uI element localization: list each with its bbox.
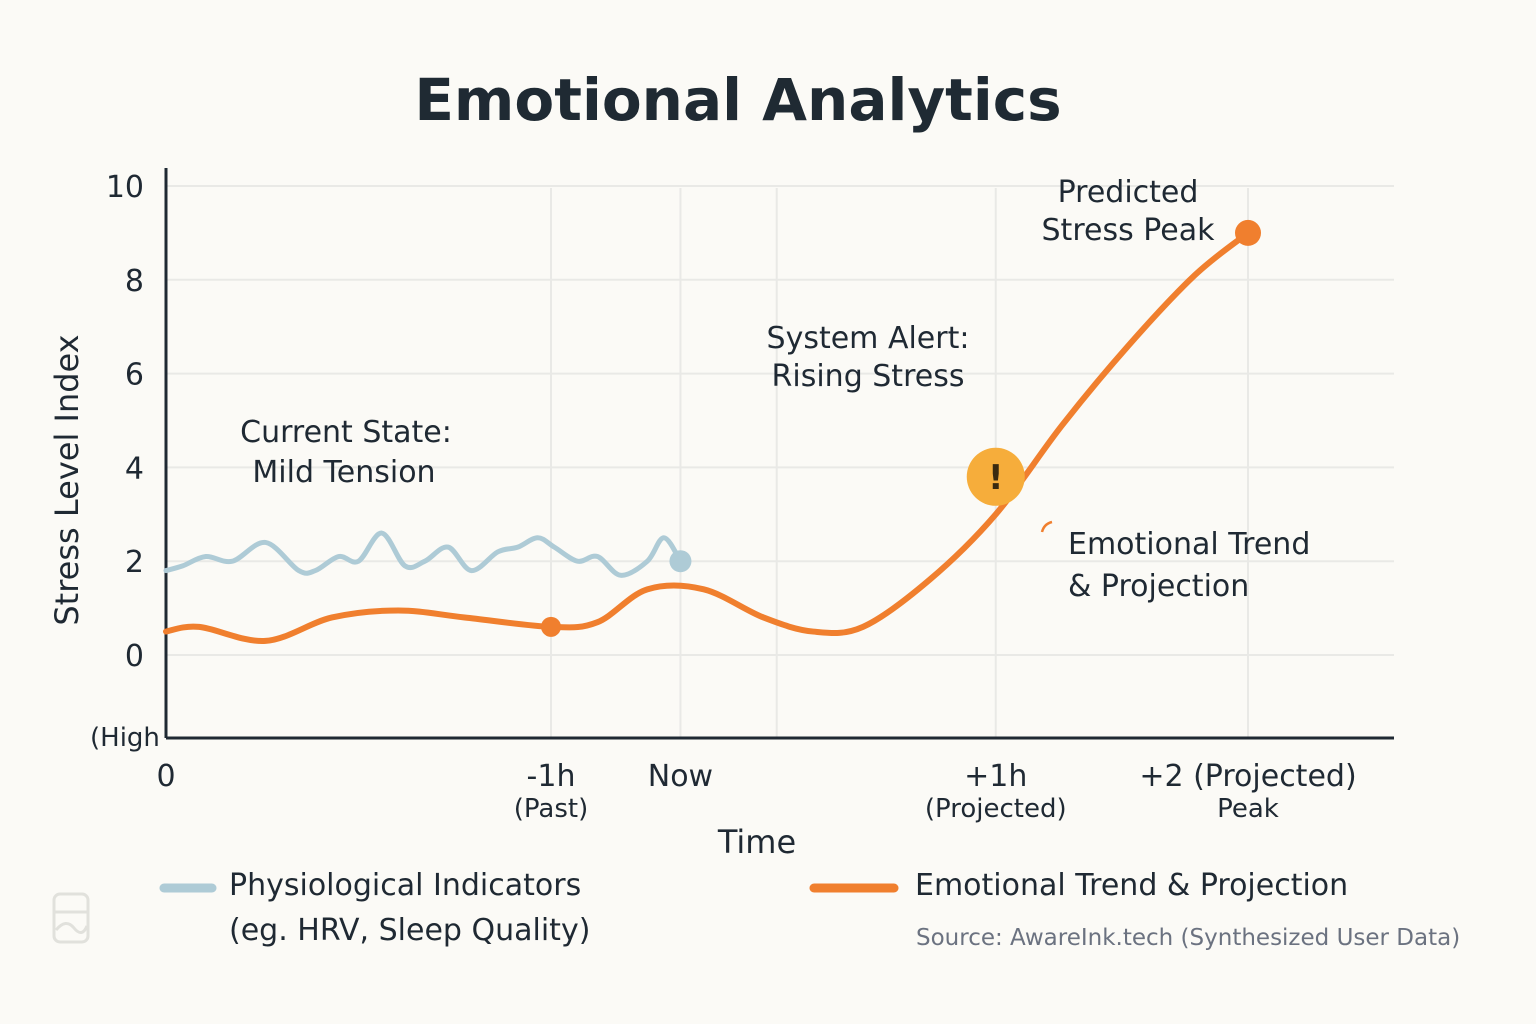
y-extra-label: (High <box>90 723 160 753</box>
x-tick-label: Now <box>648 759 713 794</box>
series-line-0 <box>163 530 683 578</box>
data-point-marker <box>669 550 692 573</box>
x-tick-label: +1h <box>964 759 1027 794</box>
y-tick-label: 10 <box>106 170 144 205</box>
annotation-line: Current State: <box>240 415 452 450</box>
annotation-line: & Projection <box>1068 569 1249 604</box>
legend-label-physiological: Physiological Indicators <box>229 868 581 903</box>
annotation-system-alert: System Alert: Rising Stress <box>767 321 970 394</box>
annotation-line: Stress Peak <box>1042 213 1216 248</box>
annotation-line: Predicted <box>1058 175 1199 210</box>
chart-icon-frame <box>52 892 90 944</box>
annotation-line: System Alert: <box>767 321 970 356</box>
x-tick-sublabel: (Past) <box>514 794 588 824</box>
chart-icon-wave <box>54 922 89 934</box>
x-tick-sublabel: Peak <box>1217 794 1279 824</box>
annotation-emotional-trend: Emotional Trend & Projection <box>1040 520 1310 604</box>
grid <box>166 185 1394 738</box>
annotation-pointer <box>1040 520 1053 533</box>
y-tick-label: 2 <box>125 545 144 580</box>
data-point-marker <box>541 616 562 637</box>
source-note: Source: AwareInk.tech (Synthesized User … <box>916 925 1460 951</box>
x-tick-label: +2 (Projected) <box>1139 759 1356 794</box>
alert-exclamation-icon: ! <box>988 458 1004 498</box>
y-axis-label: Stress Level Index <box>48 334 86 625</box>
legend-label-emotional: Emotional Trend & Projection <box>915 868 1348 903</box>
x-axis-label: Time <box>717 823 796 861</box>
chart-icon <box>52 892 90 944</box>
alert-marker: ! <box>966 447 1025 506</box>
annotation-line: Mild Tension <box>252 455 435 490</box>
x-tick-sublabel: (Projected) <box>925 794 1067 824</box>
chart-title: Emotional Analytics <box>414 66 1061 134</box>
x-tick-labels: 0 -1h(Past) Now +1h(Projected) +2 (Projected… <box>156 759 1356 824</box>
y-tick-label: 4 <box>125 451 144 486</box>
y-tick-label: 6 <box>125 358 144 393</box>
legend-sublabel-physiological: (eg. HRV, Sleep Quality) <box>229 913 590 948</box>
series-line-1 <box>163 229 1251 644</box>
data-point-marker <box>1235 219 1261 246</box>
y-tick-label: 8 <box>125 264 144 299</box>
alert-circle <box>966 447 1025 506</box>
annotation-predicted-peak: Predicted Stress Peak <box>1042 175 1216 248</box>
annotation-line: Rising Stress <box>772 359 965 394</box>
annotation-current-state: Current State: Mild Tension <box>240 415 452 490</box>
legend: Physiological Indicators (eg. HRV, Sleep… <box>159 868 1348 948</box>
series <box>163 229 1251 644</box>
y-tick-labels: 10 8 6 4 2 0 <box>106 170 144 674</box>
y-tick-label: 0 <box>125 639 144 674</box>
x-tick-label: 0 <box>156 759 175 794</box>
markers <box>541 219 1261 637</box>
annotation-line: Emotional Trend <box>1068 527 1310 562</box>
x-tick-label: -1h <box>527 759 576 794</box>
axes <box>164 168 1394 740</box>
